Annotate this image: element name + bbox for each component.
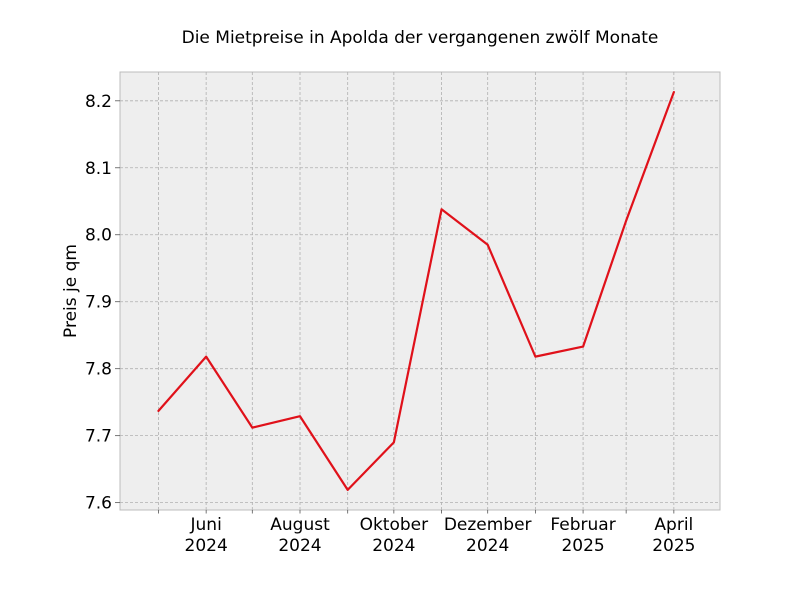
data-point xyxy=(204,354,209,359)
x-tick-label: Februar 2025 xyxy=(550,515,615,556)
data-point xyxy=(581,344,586,349)
x-tick-label-line: 2024 xyxy=(372,536,415,556)
y-tick-label: 7.6 xyxy=(85,494,112,514)
x-tick-label-line: 2024 xyxy=(278,536,321,556)
x-tick-label: Oktober 2024 xyxy=(360,515,429,556)
x-tick-label-line: Februar xyxy=(550,515,615,535)
y-tick-label: 8.2 xyxy=(85,92,112,112)
data-point xyxy=(624,218,629,223)
y-tick-label: 8.1 xyxy=(85,159,112,179)
y-axis-label: Preis je qm xyxy=(61,244,81,338)
x-tick-label-line: Dezember xyxy=(444,515,532,535)
x-tick-label-line: August xyxy=(270,515,330,535)
x-tick-label-line: April xyxy=(654,515,693,535)
series-line xyxy=(157,90,675,492)
data-point xyxy=(345,487,350,492)
y-tick-label: 7.8 xyxy=(85,360,112,380)
x-tick-label: August 2024 xyxy=(270,515,330,556)
chart-title: Die Mietpreise in Apolda der vergangenen… xyxy=(182,28,659,48)
x-tick-label: Dezember 2024 xyxy=(444,515,532,556)
data-point xyxy=(391,440,396,445)
data-point xyxy=(298,414,303,419)
data-point xyxy=(485,242,490,247)
data-point xyxy=(156,408,161,413)
x-tick-label-line: 2024 xyxy=(466,536,509,556)
y-axis-ticks: 7.6 7.7 7.8 7.9 8.0 8.1 8.2 xyxy=(85,92,120,514)
series-group xyxy=(156,90,676,492)
x-tick-label-line: Oktober xyxy=(360,515,429,535)
y-tick-label: 8.0 xyxy=(85,226,112,246)
x-tick-label: April 2025 xyxy=(652,515,695,556)
x-tick-label-line: Juni xyxy=(190,515,222,535)
data-point xyxy=(671,90,676,95)
x-tick-label-line: 2025 xyxy=(561,536,604,556)
x-tick-label-line: 2025 xyxy=(652,536,695,556)
y-tick-label: 7.7 xyxy=(85,427,112,447)
data-point xyxy=(533,354,538,359)
x-tick-label-line: 2024 xyxy=(185,536,228,556)
data-point xyxy=(439,207,444,212)
y-tick-label: 7.9 xyxy=(85,293,112,313)
plot-area xyxy=(119,71,721,511)
x-tick-label: Juni 2024 xyxy=(185,515,228,556)
grid-lines xyxy=(120,72,720,510)
data-point xyxy=(250,425,255,430)
